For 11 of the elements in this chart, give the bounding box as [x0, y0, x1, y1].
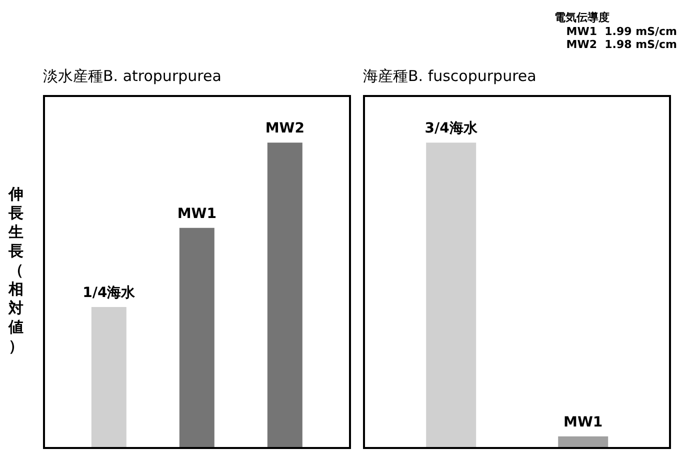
- text: 伸長生長（相対値）: [8, 184, 24, 354]
- x-tick-label: 1/4海水: [82, 285, 136, 301]
- x-tick-label: MW2: [265, 120, 304, 137]
- text: MW1 1.99 mS/cm: [565, 25, 677, 38]
- text: 電気伝導度: [554, 10, 610, 25]
- x-tick-label: 3/4海水: [424, 120, 478, 137]
- x-tick-label: MW1: [564, 414, 603, 430]
- chart-title: 淡水産種B. atropurpurea: [43, 67, 222, 86]
- text: MW2 1.98 mS/cm: [565, 38, 677, 51]
- x-tick-label: MW1: [177, 206, 216, 222]
- chart-title: 海産種B. fuscopurpurea: [363, 67, 536, 86]
